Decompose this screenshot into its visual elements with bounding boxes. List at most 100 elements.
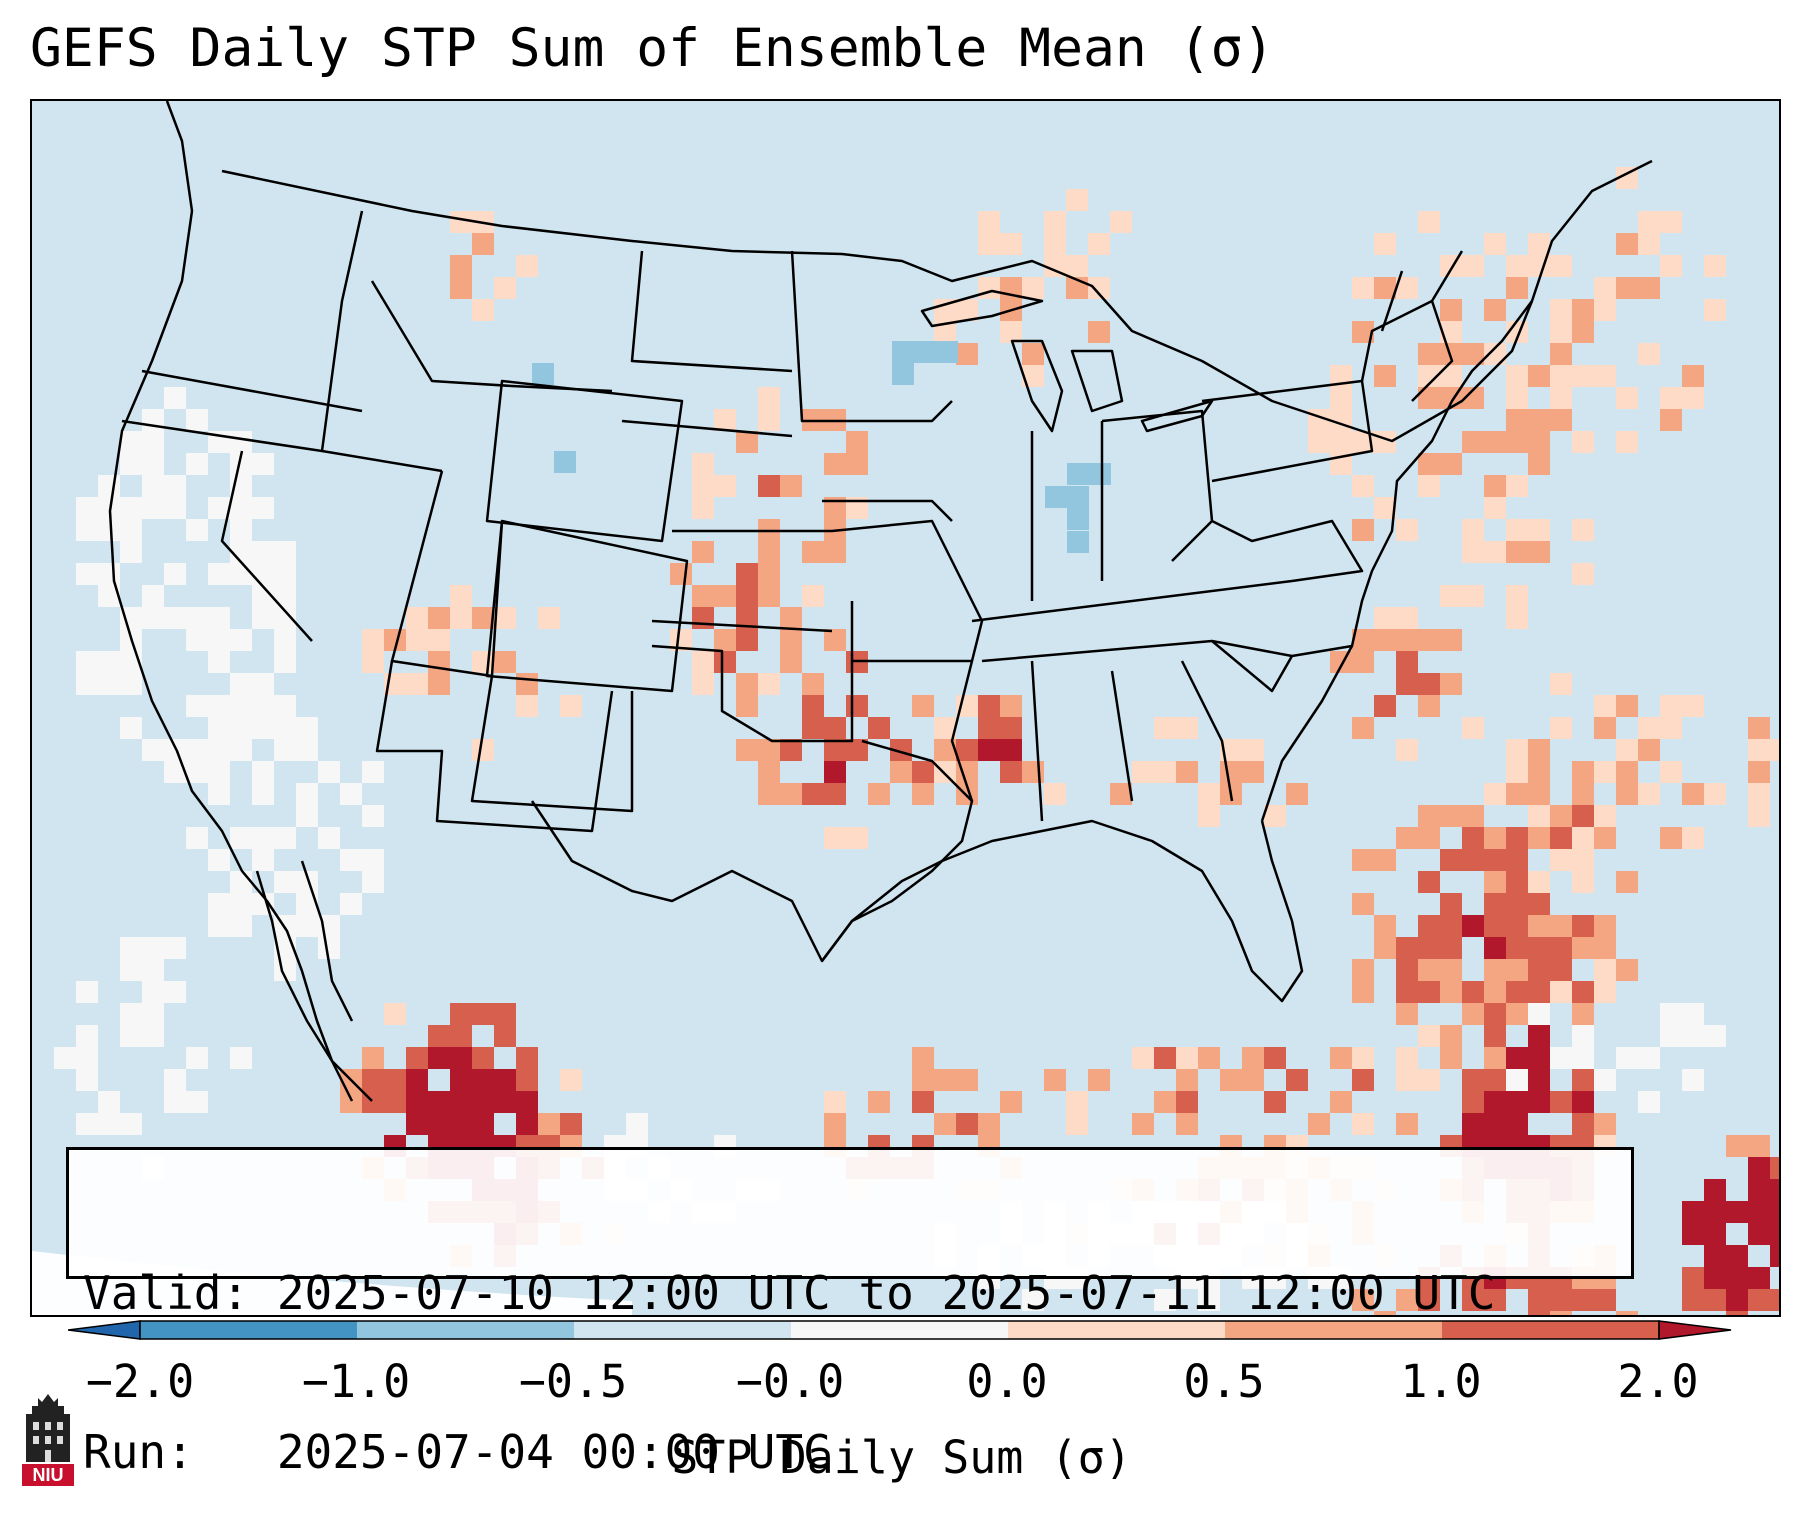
stp-cell [1000,321,1022,343]
stp-cell [1748,805,1770,827]
stp-cell [1330,387,1352,409]
stp-cell [1044,783,1066,805]
stp-cell [1484,233,1506,255]
stp-cell-neutral [318,827,340,849]
stp-cell [692,475,714,497]
stp-cell [1528,1047,1550,1069]
stp-cell [1264,1091,1286,1113]
stp-cell-neutral [142,959,164,981]
stp-cell-neutral [362,871,384,893]
stp-cell-neutral [76,981,98,1003]
stp-cell [1418,805,1440,827]
stp-cell [406,607,428,629]
tick-label: −2.0 [85,1355,195,1408]
stp-cell-neutral [296,783,318,805]
stp-cell [1462,1113,1484,1135]
stp-cell [1374,915,1396,937]
stp-cell [1022,365,1044,387]
stp-cell [1506,1047,1528,1069]
stp-cell [1506,959,1528,981]
stp-cell [1484,981,1506,1003]
stp-cell-neutral [1616,1047,1638,1069]
stp-cell [824,717,846,739]
stp-cell [1550,365,1572,387]
stp-cell-neutral [208,893,230,915]
coastline-east [1260,300,1533,822]
stp-cell-neutral [296,717,318,739]
stp-cell-neutral [274,629,296,651]
svg-text:NIU: NIU [33,1465,64,1485]
stp-cell [1506,365,1528,387]
stp-cell-neutral [76,1047,98,1069]
colorbar-segment [357,1321,574,1339]
stp-cell [1528,1311,1550,1315]
stp-cell [1594,717,1616,739]
stp-cell [450,1003,472,1025]
stp-cell [1704,1201,1726,1223]
stp-cell [1330,431,1352,453]
stp-cell-neutral [142,497,164,519]
stp-cell [1506,541,1528,563]
stp-cell [494,1091,516,1113]
stp-cell [1770,739,1779,761]
stp-cell-neutral [230,629,252,651]
stp-cell-neutral [1022,1289,1044,1311]
stp-cell [824,827,846,849]
stp-cell-neutral [208,739,230,761]
stp-cell [1550,1311,1572,1315]
stp-cell [384,1091,406,1113]
stp-cell-neutral [164,607,186,629]
stp-cell [1682,1223,1704,1245]
stp-cell [714,585,736,607]
stp-cell-neutral [186,519,208,541]
stp-cell [516,695,538,717]
stp-cell-neutral [164,981,186,1003]
stp-cell [406,1113,428,1135]
stp-cell [1528,915,1550,937]
stp-cell [1462,431,1484,453]
stp-cell-neutral [186,629,208,651]
stp-cell-neutral [1704,1025,1726,1047]
stp-cell [472,299,494,321]
stp-cell-neutral [76,497,98,519]
stp-cell [1594,1113,1616,1135]
stp-cell [1594,915,1616,937]
stp-cell-neutral [318,937,340,959]
stp-cell-neutral [120,1003,142,1025]
stp-cell [1396,1113,1418,1135]
stp-cell [824,497,846,519]
stp-cell [912,1069,934,1091]
stp-cell-neutral [186,1091,208,1113]
stp-cell [1572,431,1594,453]
stp-cell [516,1091,538,1113]
stp-cell-neutral [120,959,142,981]
stp-cell [1572,519,1594,541]
stp-cell [912,761,934,783]
stp-cell [978,717,1000,739]
stp-cell [1726,1201,1748,1223]
border-mo-ar [831,519,984,663]
stp-cell [1770,1223,1779,1245]
stp-cell [1528,1091,1550,1113]
stp-cell-neutral [252,607,274,629]
stp-cell [1440,959,1462,981]
stp-cell [1572,365,1594,387]
stp-cell [1396,277,1418,299]
stp-cell [934,299,956,321]
border-nm [470,675,634,813]
stp-cell [1484,541,1506,563]
stp-cell [1330,1091,1352,1113]
stp-cell [1748,1179,1770,1201]
state-borders [108,101,1653,1102]
stp-cell [1022,277,1044,299]
stp-cell-neutral [362,849,384,871]
stp-cell [1484,959,1506,981]
stp-cell-neutral [274,695,296,717]
stp-cell [1528,739,1550,761]
stp-cell [1198,783,1220,805]
stp-cell [1506,475,1528,497]
stp-cell [494,1003,516,1025]
stp-cell [824,739,846,761]
stp-cell-neutral [252,717,274,739]
stp-cell-neutral [164,563,186,585]
